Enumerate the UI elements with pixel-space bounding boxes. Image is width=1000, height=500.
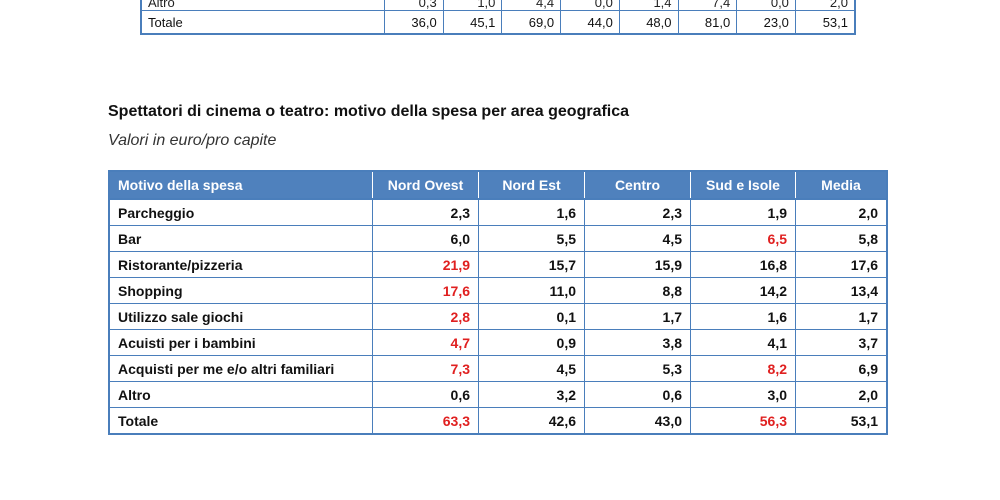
spending-table: Motivo della spesa Nord Ovest Nord Est C… xyxy=(108,170,888,435)
table-cell: 36,0 xyxy=(384,10,444,35)
table-cell: 23,0 xyxy=(736,10,796,35)
table-cell: 2,0 xyxy=(794,0,856,11)
table-cell: 43,0 xyxy=(584,407,691,435)
table-cell: 0,0 xyxy=(560,0,620,11)
header-nord-ovest: Nord Ovest xyxy=(372,170,479,200)
table-cell: 14,2 xyxy=(690,277,796,304)
table-cell: 53,1 xyxy=(794,10,856,35)
table-cell: 1,6 xyxy=(690,303,796,330)
table-cell: 15,9 xyxy=(584,251,691,278)
table-cell: 7,3 xyxy=(372,355,479,382)
table-cell: 3,7 xyxy=(795,329,888,356)
table-cell: 69,0 xyxy=(501,10,562,35)
table-row: Acuisti per i bambini 4,7 0,9 3,8 4,1 3,7 xyxy=(108,329,888,356)
table-cell: 5,8 xyxy=(795,225,888,252)
table-row: Acquisti per me e/o altri familiari 7,3 4,… xyxy=(108,355,888,382)
table-cell: 1,7 xyxy=(584,303,691,330)
row-label: Shopping xyxy=(108,277,373,304)
row-label: Totale xyxy=(140,10,385,35)
header-nord-est: Nord Est xyxy=(478,170,585,200)
row-label: Totale xyxy=(108,407,373,435)
row-label: Parcheggio xyxy=(108,198,373,226)
table-cell: 11,0 xyxy=(478,277,585,304)
table-cell: 1,0 xyxy=(442,0,503,11)
table-cell: 48,0 xyxy=(618,10,679,35)
table-cell: 4,7 xyxy=(372,329,479,356)
row-label: Acquisti per me e/o altri familiari xyxy=(108,355,373,382)
table-cell: 1,6 xyxy=(478,198,585,226)
table-cell: 44,0 xyxy=(560,10,620,35)
table-cell: 3,2 xyxy=(478,381,585,408)
table-cell: 0,3 xyxy=(384,0,444,11)
table-cell: 1,4 xyxy=(618,0,679,11)
table-cell: 0,6 xyxy=(584,381,691,408)
table-header-row: Motivo della spesa Nord Ovest Nord Est C… xyxy=(108,170,888,200)
table-cell: 42,6 xyxy=(478,407,585,435)
table-cell: 16,8 xyxy=(690,251,796,278)
table-cell: 17,6 xyxy=(795,251,888,278)
table-row: Altro 0,3 1,0 4,4 0,0 1,4 7,4 0,0 2,0 xyxy=(140,0,856,11)
table-cell: 6,5 xyxy=(690,225,796,252)
row-label: Utilizzo sale giochi xyxy=(108,303,373,330)
table-cell: 0,9 xyxy=(478,329,585,356)
table-cell: 56,3 xyxy=(690,407,796,435)
row-label: Bar xyxy=(108,225,373,252)
table-cell: 6,0 xyxy=(372,225,479,252)
row-label: Altro xyxy=(108,381,373,408)
table-subtitle: Valori in euro/pro capite xyxy=(108,132,277,149)
table-row: Totale 63,3 42,6 43,0 56,3 53,1 xyxy=(108,407,888,435)
table-cell: 5,3 xyxy=(584,355,691,382)
header-sud-isole: Sud e Isole xyxy=(690,170,796,200)
table-cell: 81,0 xyxy=(677,10,738,35)
previous-table-fragment: Altro 0,3 1,0 4,4 0,0 1,4 7,4 0,0 2,0 Totale 36,0 4… xyxy=(140,0,856,35)
table-title: Spettatori di cinema o teatro: motivo de… xyxy=(108,103,630,120)
header-media: Media xyxy=(795,170,888,200)
table-cell: 4,4 xyxy=(501,0,562,11)
table-cell: 0,0 xyxy=(736,0,796,11)
row-label: Acuisti per i bambini xyxy=(108,329,373,356)
header-centro: Centro xyxy=(584,170,691,200)
table-cell: 2,3 xyxy=(584,198,691,226)
table-cell: 7,4 xyxy=(677,0,738,11)
table-cell: 0,6 xyxy=(372,381,479,408)
table-cell: 5,5 xyxy=(478,225,585,252)
table-cell: 13,4 xyxy=(795,277,888,304)
table-cell: 2,3 xyxy=(372,198,479,226)
table-cell: 4,1 xyxy=(690,329,796,356)
row-label: Ristorante/pizzeria xyxy=(108,251,373,278)
table-row: Altro 0,6 3,2 0,6 3,0 2,0 xyxy=(108,381,888,408)
table-cell: 3,0 xyxy=(690,381,796,408)
previous-table: Altro 0,3 1,0 4,4 0,0 1,4 7,4 0,0 2,0 Totale 36,0 4… xyxy=(140,0,856,35)
table-cell: 4,5 xyxy=(584,225,691,252)
table-cell: 1,7 xyxy=(795,303,888,330)
table-cell: 6,9 xyxy=(795,355,888,382)
table-cell: 17,6 xyxy=(372,277,479,304)
table-cell: 53,1 xyxy=(795,407,888,435)
table-cell: 15,7 xyxy=(478,251,585,278)
table-cell: 2,0 xyxy=(795,381,888,408)
table-row: Bar 6,0 5,5 4,5 6,5 5,8 xyxy=(108,225,888,252)
table-cell: 8,8 xyxy=(584,277,691,304)
table-cell: 45,1 xyxy=(442,10,503,35)
table-cell: 2,0 xyxy=(795,198,888,226)
table-cell: 3,8 xyxy=(584,329,691,356)
table-cell: 8,2 xyxy=(690,355,796,382)
table-cell: 63,3 xyxy=(372,407,479,435)
table-cell: 4,5 xyxy=(478,355,585,382)
table-row: Ristorante/pizzeria 21,9 15,7 15,9 16,8 17,6 xyxy=(108,251,888,278)
table-row: Shopping 17,6 11,0 8,8 14,2 13,4 xyxy=(108,277,888,304)
table-cell: 21,9 xyxy=(372,251,479,278)
header-motivo: Motivo della spesa xyxy=(108,170,373,200)
table-cell: 2,8 xyxy=(372,303,479,330)
row-label: Altro xyxy=(140,0,385,11)
table-cell: 0,1 xyxy=(478,303,585,330)
table-cell: 1,9 xyxy=(690,198,796,226)
spending-table-container: Motivo della spesa Nord Ovest Nord Est C… xyxy=(108,170,888,435)
table-row: Parcheggio 2,3 1,6 2,3 1,9 2,0 xyxy=(108,198,888,226)
table-row: Utilizzo sale giochi 2,8 0,1 1,7 1,6 1,7 xyxy=(108,303,888,330)
table-row: Totale 36,0 45,1 69,0 44,0 48,0 81,0 23,0 53,1 xyxy=(140,10,856,35)
